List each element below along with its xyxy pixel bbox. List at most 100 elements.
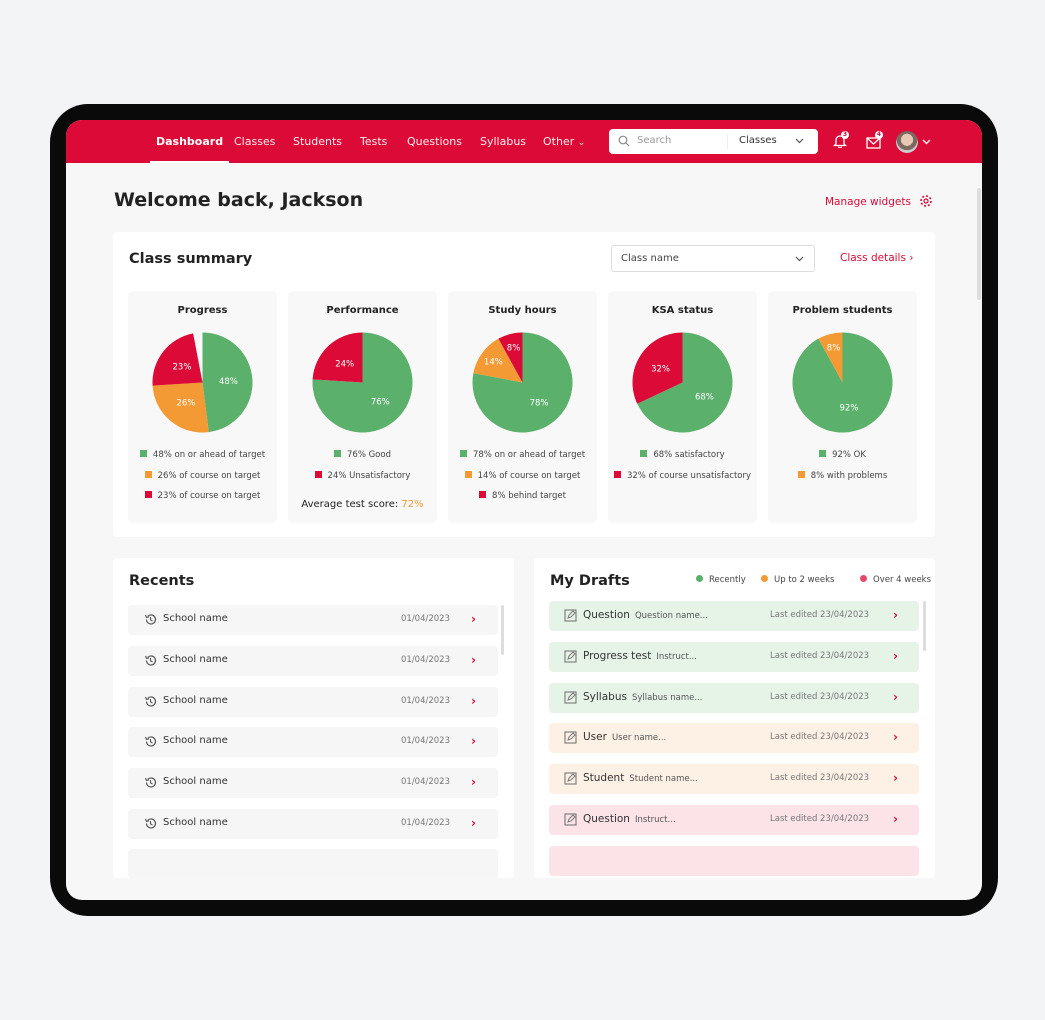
legend-label: 32% of course unsatisfactory <box>626 470 752 481</box>
slice-label: 26% <box>176 399 195 409</box>
chart-card: Performance 76% 24% 76% Good 24% Unsatisfact… <box>288 291 437 523</box>
pie-slice[interactable] <box>312 332 363 383</box>
legend-label: Recently <box>709 575 746 585</box>
slice-label: 8% <box>827 344 841 354</box>
draft-item[interactable]: Student Student name... Last edited 23/04… <box>549 764 919 795</box>
page-title: Welcome back, Jackson <box>114 189 364 211</box>
nav-students[interactable]: Students <box>293 135 343 148</box>
legend-label: 8% behind target <box>492 491 566 501</box>
legend-swatch <box>459 450 467 457</box>
draft-item[interactable]: Question Question name... Last edited 23/… <box>549 601 919 631</box>
draft-last-edited: Last edited 23/04/2023 <box>770 610 870 620</box>
class-summary-panel: Class summary Class name Class details ›… <box>113 232 935 537</box>
draft-type: User <box>583 731 607 744</box>
chart-card: Study hours 78% 14% 8% 78% on or ahead of ta… <box>448 291 597 523</box>
recent-item[interactable]: School name 01/04/2023 › <box>128 605 498 635</box>
legend-label: Up to 2 weeks <box>774 575 835 585</box>
legend-swatch <box>144 491 152 498</box>
class-details-link[interactable]: Class details › <box>840 252 914 264</box>
manage-widgets-button[interactable]: Manage widgets <box>825 194 933 208</box>
search-scope-select[interactable]: Classes <box>739 135 777 146</box>
history-icon <box>144 695 157 707</box>
legend-label: 68% satisfactory <box>653 450 725 460</box>
nav-tests[interactable]: Tests <box>360 135 388 148</box>
mail-icon <box>866 137 881 149</box>
recent-item[interactable]: School name 01/04/2023 › <box>128 727 498 758</box>
drafts-legend-item: Up to 2 weeks <box>761 575 834 585</box>
chart-title: Progress <box>177 305 228 316</box>
avatar[interactable] <box>896 131 918 153</box>
draft-last-edited: Last edited 23/04/2023 <box>770 814 870 824</box>
average-value: 72% <box>401 499 424 510</box>
recent-item[interactable]: School name 01/04/2023 › <box>128 645 498 676</box>
pie-chart: 68% 32% <box>632 332 733 433</box>
recent-item[interactable]: School name 01/04/2023 › <box>128 686 498 717</box>
legend-swatch <box>139 450 147 457</box>
chevron-down-icon: ⌄ <box>577 138 586 148</box>
legend-swatch <box>819 450 827 457</box>
scrollbar[interactable] <box>923 601 926 651</box>
chevron-down-icon <box>795 138 804 144</box>
legend-swatch <box>613 470 621 478</box>
nav-dashboard[interactable]: Dashboard <box>149 120 230 163</box>
gear-icon <box>920 195 933 207</box>
page-scrollbar[interactable] <box>977 188 981 300</box>
draft-type: Progress test <box>583 649 652 662</box>
pie-slice[interactable] <box>202 332 253 433</box>
chevron-right-icon: › <box>893 689 898 704</box>
slice-label: 8% <box>507 344 521 354</box>
draft-description: Question name... <box>634 611 708 621</box>
recent-date: 01/04/2023 <box>401 654 450 665</box>
legend-label: 78% on or ahead of target <box>472 450 586 460</box>
search-bar[interactable]: Search Classes <box>609 129 818 154</box>
history-icon <box>144 614 157 625</box>
draft-description: Instruct... <box>634 815 676 825</box>
nav-classes[interactable]: Classes <box>234 135 276 148</box>
class-name-dropdown[interactable]: Class name <box>611 245 815 272</box>
class-details-label: Class details <box>840 252 906 264</box>
search-input[interactable]: Search <box>637 135 672 146</box>
edit-icon <box>564 609 577 622</box>
recent-name: School name <box>163 735 228 747</box>
chevron-right-icon: › <box>471 775 476 790</box>
draft-description: User name... <box>611 733 667 744</box>
slice-label: 32% <box>651 365 670 375</box>
chevron-right-icon: › <box>893 812 898 826</box>
chevron-right-icon: › <box>471 734 476 749</box>
edit-icon <box>564 650 577 663</box>
recent-item[interactable]: School name 01/04/2023 › <box>128 809 498 839</box>
draft-item[interactable]: User User name... Last edited 23/04/2023 … <box>549 723 919 754</box>
slice-label: 24% <box>335 360 354 370</box>
pie-slice[interactable] <box>818 332 843 383</box>
draft-item[interactable]: Question Instruct... Last edited 23/04/20… <box>549 805 919 835</box>
nav-questions[interactable]: Questions <box>407 135 462 148</box>
recent-date: 01/04/2023 <box>401 695 450 706</box>
class-summary-title: Class summary <box>129 251 253 267</box>
chevron-down-icon[interactable] <box>922 139 931 145</box>
pie-slice[interactable] <box>498 332 523 383</box>
draft-item[interactable]: Syllabus Syllabus name... Last edited 23/… <box>549 682 919 713</box>
top-navbar: Dashboard Classes Students Tests Questio… <box>66 120 982 163</box>
scrollbar[interactable] <box>501 605 504 655</box>
pie-slice[interactable] <box>152 382 209 433</box>
chart-card: KSA status 68% 32% 68% satisfactory 32% of c… <box>608 291 757 523</box>
messages-button[interactable]: 4 <box>866 131 883 150</box>
list-item-partial <box>128 849 498 879</box>
recent-item[interactable]: School name 01/04/2023 › <box>128 768 498 799</box>
chart-title: Problem students <box>792 305 893 316</box>
slice-label: 48% <box>219 377 238 387</box>
chevron-right-icon: › <box>893 608 898 622</box>
legend-item: 78% on or ahead of target <box>448 450 597 460</box>
draft-item[interactable]: Progress test Instruct... Last edited 23/… <box>549 641 919 672</box>
chevron-right-icon: › <box>471 816 476 830</box>
pie-slice[interactable] <box>152 333 203 386</box>
pie-slice[interactable] <box>473 338 523 383</box>
pie-slice[interactable] <box>637 332 733 433</box>
recent-date: 01/04/2023 <box>401 736 450 747</box>
nav-syllabus[interactable]: Syllabus <box>480 135 527 148</box>
notifications-button[interactable]: 3 <box>832 131 849 149</box>
nav-other[interactable]: Other ⌄ <box>543 120 585 163</box>
legend-dot <box>696 575 703 582</box>
pie-slice[interactable] <box>632 332 683 404</box>
chevron-down-icon <box>795 256 804 262</box>
